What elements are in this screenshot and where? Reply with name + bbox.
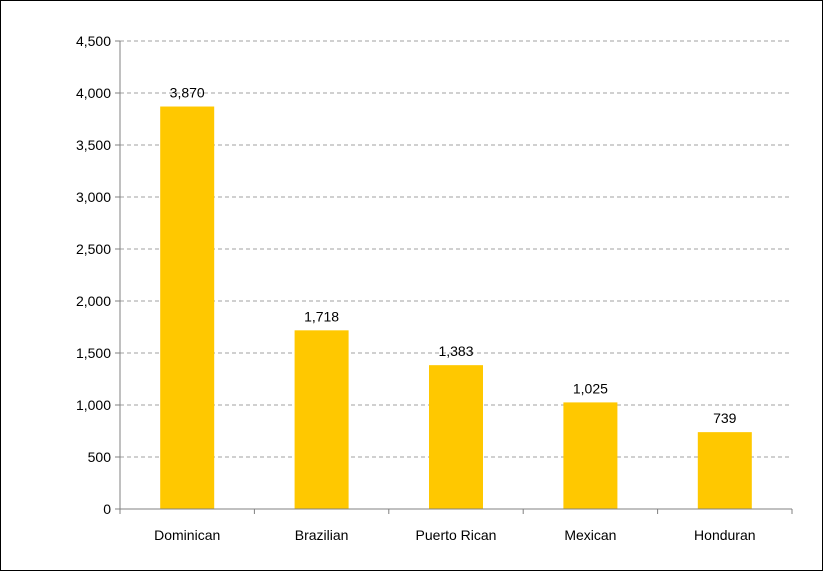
bars [160,106,752,510]
x-category-label: Mexican [564,527,616,543]
y-tick-label: 2,000 [76,293,111,309]
x-category-label: Dominican [154,527,220,543]
bar-puerto-rican [429,365,483,509]
data-label: 1,025 [573,380,608,396]
bar-dominican [160,106,215,510]
bar-honduran [697,432,752,509]
y-tick-label: 3,000 [76,189,111,205]
y-tick-label: 1,500 [76,345,111,361]
x-category-label: Honduran [694,527,756,543]
data-label: 739 [713,410,737,426]
y-tick-label: 4,500 [76,33,111,49]
y-tick-label: 0 [103,501,111,517]
labels: 0 500 1,000 1,500 2,000 2,500 3,000 3,500 4,000 4… [76,33,756,543]
gridlines [120,40,792,458]
data-label: 3,870 [170,85,205,101]
data-label: 1,383 [438,343,473,359]
y-tick-label: 2,500 [76,241,111,257]
x-category-label: Puerto Rican [416,527,497,543]
y-tick-label: 4,000 [76,85,111,101]
y-tick-label: 1,000 [76,397,111,413]
axes [115,40,793,514]
y-tick-label: 500 [88,449,112,465]
bar-mexican [563,402,618,509]
y-tick-label: 3,500 [76,137,111,153]
x-category-label: Brazilian [295,527,349,543]
data-label: 1,718 [304,308,339,324]
bar-brazilian [294,330,349,509]
